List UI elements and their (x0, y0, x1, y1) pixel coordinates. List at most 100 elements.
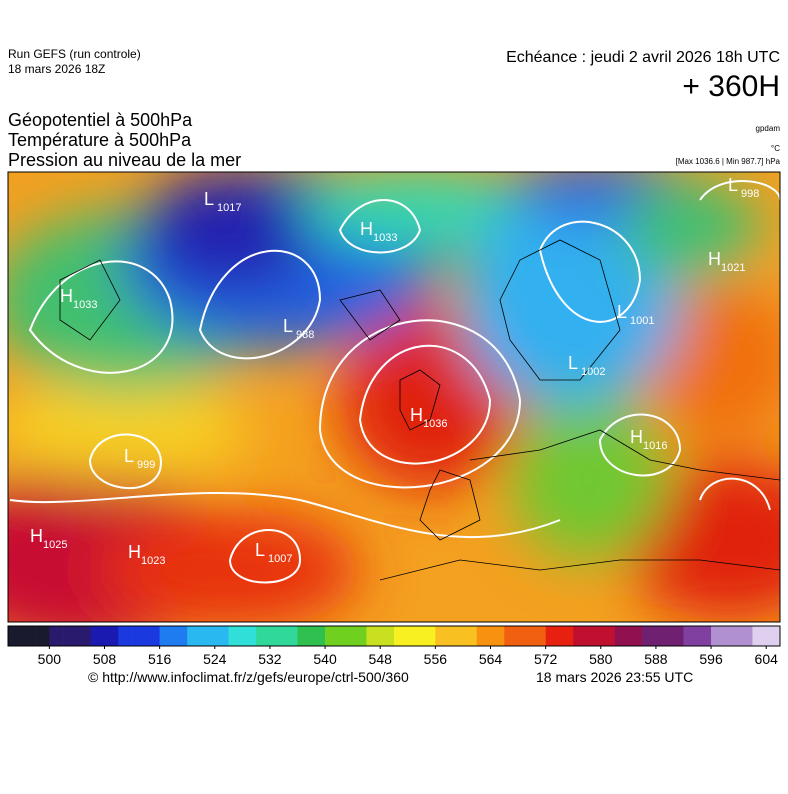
colorbar-swatch (683, 626, 698, 646)
colorbar-swatch (118, 626, 133, 646)
colorbar-swatch (642, 626, 657, 646)
colorbar-swatch (738, 626, 753, 646)
source-link: © http://www.infoclimat.fr/z/gefs/europe… (88, 669, 409, 685)
center-kind: H (30, 526, 43, 546)
colorbar-swatch (132, 626, 147, 646)
colorbar-swatch (752, 626, 767, 646)
center-kind: L (255, 540, 265, 560)
center-value: 1021 (721, 262, 745, 274)
colorbar-tick-label: 540 (313, 651, 337, 667)
colorbar-tick-label: 588 (644, 651, 668, 667)
colorbar-swatch (159, 626, 174, 646)
colorbar-swatch (766, 626, 781, 646)
colorbar-swatch (587, 626, 602, 646)
colorbar-swatch (90, 626, 105, 646)
colorbar: 500 508 516 524 532 540 548 556 564 572 580 588 596 6… (7, 625, 781, 667)
colorbar-swatch (21, 626, 36, 646)
run-date: 18 mars 2026 18Z (8, 62, 105, 76)
colorbar-swatch (8, 626, 23, 646)
title-temperature: Température à 500hPa (8, 130, 192, 150)
colorbar-swatch (724, 626, 739, 646)
colorbar-swatch (145, 626, 160, 646)
center-value: 988 (296, 329, 314, 341)
colorbar-swatch (600, 626, 615, 646)
issued-time: 18 mars 2026 23:55 UTC (536, 669, 693, 685)
unit-hpa: [Max 1036.6 | Min 987.7] hPa (676, 157, 781, 166)
unit-celsius: °C (771, 144, 780, 153)
colorbar-swatch (697, 626, 712, 646)
colorbar-swatch (614, 626, 629, 646)
center-kind: L (728, 175, 738, 195)
colorbar-swatch (49, 626, 64, 646)
colorbar-swatch (476, 626, 491, 646)
colorbar-swatch (187, 626, 202, 646)
colorbar-swatch (531, 626, 546, 646)
colorbar-swatch (573, 626, 588, 646)
center-value: 1036 (423, 418, 447, 430)
colorbar-swatch (256, 626, 271, 646)
center-kind: H (630, 427, 643, 447)
colorbar-swatch (352, 626, 367, 646)
colorbar-swatch (269, 626, 285, 646)
center-kind: L (124, 446, 134, 466)
colorbar-frame (7, 625, 781, 647)
colorbar-swatch (311, 626, 326, 646)
center-value: 1033 (73, 299, 97, 311)
center-value: 999 (137, 459, 155, 471)
run-label: Run GEFS (run controle) (8, 47, 141, 61)
colorbar-swatch (421, 626, 436, 646)
center-value: 1023 (141, 555, 165, 567)
colorbar-swatch (380, 626, 395, 646)
colorbar-tick-label: 532 (258, 651, 282, 667)
colorbar-swatch (366, 626, 381, 646)
colorbar-swatch (242, 626, 257, 646)
center-kind: H (708, 249, 721, 269)
colorbar-swatch (35, 626, 50, 646)
center-kind: L (617, 302, 627, 322)
colorbar-tick-label: 580 (589, 651, 613, 667)
colorbar-swatch (394, 626, 409, 646)
center-value: 1001 (630, 315, 654, 327)
colorbar-tick-label: 516 (148, 651, 172, 667)
colorbar-swatch (325, 626, 340, 646)
center-kind: H (410, 405, 423, 425)
colorbar-swatch (559, 626, 574, 646)
colorbar-swatch (669, 626, 684, 646)
colorbar-tick-label: 564 (479, 651, 503, 667)
isobars (9, 180, 780, 584)
colorbar-tick-label: 500 (38, 651, 62, 667)
lead-time: + 360H (682, 70, 780, 103)
center-kind: L (283, 316, 293, 336)
center-kind: H (60, 286, 73, 306)
colorbar-swatch (283, 626, 298, 646)
map-frame (7, 171, 781, 623)
title-pressure: Pression au niveau de la mer (8, 150, 241, 170)
colorbar-swatch (338, 626, 353, 646)
colorbar-swatch (449, 626, 464, 646)
colorbar-swatch (407, 626, 422, 646)
center-kind: L (204, 189, 214, 209)
center-kind: H (128, 542, 141, 562)
valid-time: Echéance : jeudi 2 avril 2026 18h UTC (506, 49, 780, 66)
colorbar-swatch (201, 626, 216, 646)
colorbar-swatch (76, 626, 92, 646)
center-kind: H (360, 219, 373, 239)
center-kind: L (568, 353, 578, 373)
center-value: 1025 (43, 539, 67, 551)
colorbar-swatch (63, 626, 78, 646)
colorbar-tick-label: 548 (369, 651, 393, 667)
unit-gpdam: gpdam (756, 124, 781, 133)
colorbar-swatch (228, 626, 243, 646)
center-value: 1002 (581, 366, 605, 378)
colorbar-swatch (435, 626, 450, 646)
colorbar-swatch (504, 626, 519, 646)
colorbar-swatch (490, 626, 505, 646)
colorbar-swatch (628, 626, 643, 646)
colorbar-tick-label: 556 (424, 651, 448, 667)
center-value: 998 (741, 188, 759, 200)
colorbar-swatch (518, 626, 533, 646)
colorbar-swatch (297, 626, 312, 646)
title-geopotential: Géopotentiel à 500hPa (8, 110, 193, 130)
